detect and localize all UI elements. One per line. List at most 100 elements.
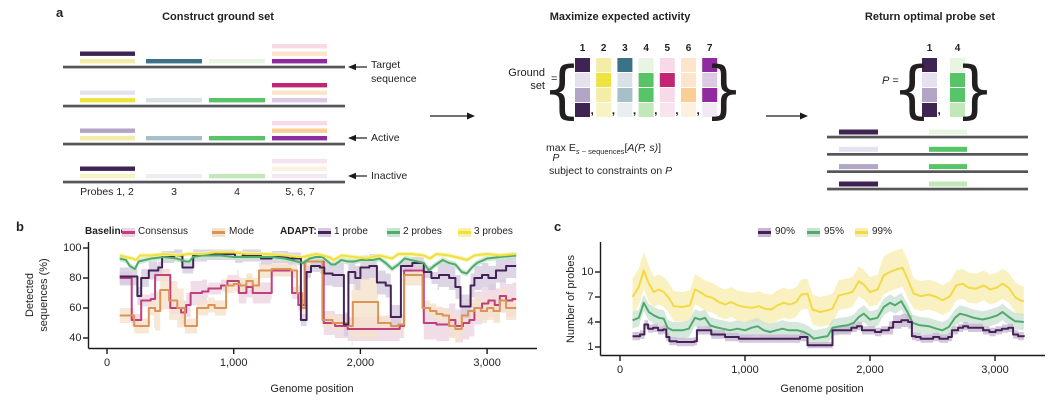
probe-bar-bluegray_pale [146, 98, 202, 103]
result-probe-bar-green_pale [929, 181, 967, 187]
b-legend-label-two_probes: 2 probes [403, 226, 442, 237]
p-equals: = [892, 75, 899, 87]
matrix-comma: , [937, 103, 941, 117]
b-x-tick-label: 0 [103, 356, 111, 369]
matrix-cell-magenta_purple [702, 88, 718, 102]
c-band-p99 [632, 248, 1024, 327]
result-probe-bar-green [929, 146, 967, 152]
c-line-p90 [632, 319, 1025, 347]
panel-letter-b: b [16, 219, 24, 234]
title-return-optimal-probe-set: Return optimal probe set [864, 11, 996, 23]
probe-bar-purple_pale [272, 98, 327, 103]
target-sequence-line [63, 142, 345, 146]
c-x-axis-label: Genome position [780, 383, 864, 395]
c-line-p95 [632, 300, 1024, 340]
matrix-comma: , [654, 103, 658, 117]
matrix-cell-purple_light [575, 88, 590, 102]
c-y-tick-label: 4 [587, 316, 594, 328]
matrix-cell-green_palest [950, 58, 965, 72]
matrix-comma: , [590, 103, 594, 117]
matrix-cell-green_pale [950, 103, 965, 117]
b-x-axis-label: Genome position [270, 383, 354, 395]
matrix-column-number: 3 [622, 43, 628, 54]
matrix-cell-crimson [659, 73, 675, 87]
matrix-cell-peach_pale [681, 73, 696, 87]
annotation-arrow-head [348, 172, 356, 180]
matrix-cell-yellow_pale [596, 88, 612, 102]
matrix-cell-teal [617, 58, 633, 72]
b-legend-swatch-two_probes [387, 228, 400, 237]
annotation-arrow-head [348, 63, 356, 71]
matrix-column-number: 4 [954, 43, 961, 54]
panel-letter-c: c [554, 219, 562, 234]
matrix-cell-magenta_purple [702, 58, 718, 72]
probe-bar-bluegray [146, 136, 202, 141]
matrix-cell-green [638, 88, 654, 102]
b-legend-swatch-consensus [122, 228, 135, 237]
probe-group-label: Probes 1, 2 [80, 186, 134, 198]
matrix-cell-peach_palest [681, 103, 696, 117]
matrix-cell-peach_pale [681, 58, 696, 72]
ground-set-label: Ground set [487, 67, 545, 93]
matrix-cell-purple_palest [702, 103, 718, 117]
brace-right: } [704, 53, 743, 126]
matrix-comma: , [611, 103, 616, 117]
c-x-tick-label: 3,000 [981, 363, 1009, 376]
b-legend-swatch-one_probe [318, 228, 331, 237]
result-sequence-line [827, 170, 1028, 173]
activity-term: A(P, s) [627, 142, 659, 154]
matrix-cell-bluegray_pale [617, 73, 633, 87]
result-probe-bar-lavender_pale [839, 146, 878, 152]
b-legend-prefix: ADAPT: [280, 226, 317, 237]
target-sequence-line [63, 104, 345, 108]
matrix-cell-purple_dark [922, 103, 937, 117]
b-x-tick-label: 1,000 [219, 356, 248, 369]
c-legend-swatch-p99 [855, 228, 868, 237]
b-legend-swatch-three_probes [458, 228, 471, 237]
b-x-tick-label: 3,000 [473, 356, 501, 369]
target-sequence-line [63, 65, 345, 69]
matrix-cell-orange_light [681, 88, 696, 102]
matrix-cell-pink_pale [659, 58, 675, 72]
b-line-two_probes [119, 254, 517, 275]
legend-swatch-line [807, 231, 820, 234]
b-band-mode [119, 254, 517, 346]
objective-constraint: subject to constraints on P [549, 165, 673, 177]
probe-bar-yellow_pale [80, 136, 135, 141]
b-legend-label-mode: Mode [229, 226, 255, 237]
legend-swatch-line [122, 231, 135, 234]
matrix-cell-bluegray [617, 88, 633, 102]
probe-bar-green [209, 98, 265, 103]
legend-swatch-line [387, 231, 400, 234]
probe-bar-purple_palest [272, 174, 327, 179]
matrix-cell-green_palest [638, 58, 654, 72]
annotation-label: Inactive [371, 170, 407, 184]
ground-set-equals: = [551, 73, 558, 85]
b-y-tick-label: 80 [69, 272, 82, 284]
annotation-label-line: sequence [371, 72, 417, 85]
b-y-tick-label: 60 [69, 302, 82, 314]
probe-bar-green_pale [209, 174, 265, 179]
matrix-cell-blue_palest [617, 103, 633, 117]
legend-swatch-line [318, 231, 331, 234]
probe-bar-yellow_palest [80, 174, 135, 179]
probe-bar-purple_light [80, 128, 135, 133]
matrix-column-number: 5 [664, 43, 671, 54]
matrix-column-number: 1 [926, 43, 933, 54]
legend-swatch-line [758, 231, 771, 234]
c-x-tick-label: 1,000 [731, 363, 759, 376]
result-probe-bar-green_palest [929, 129, 967, 135]
expectation-symbol: E [568, 142, 576, 154]
b-line-one_probe [119, 253, 517, 326]
matrix-cell-purple_dark [922, 58, 937, 72]
probe-bar-peach_pale [272, 90, 327, 95]
probe-bar-peach_pale [272, 51, 327, 56]
matrix-cell-purple_light [922, 88, 937, 102]
brace-left: { [542, 53, 581, 126]
panel-letter-a: a [56, 5, 64, 20]
probe-bar-magenta_purple [272, 136, 327, 141]
probe-bar-crimson [272, 83, 327, 88]
b-band-consensus [119, 255, 517, 343]
result-probe-bar-green [929, 164, 967, 170]
probe-bar-yellow_pale [80, 59, 135, 64]
